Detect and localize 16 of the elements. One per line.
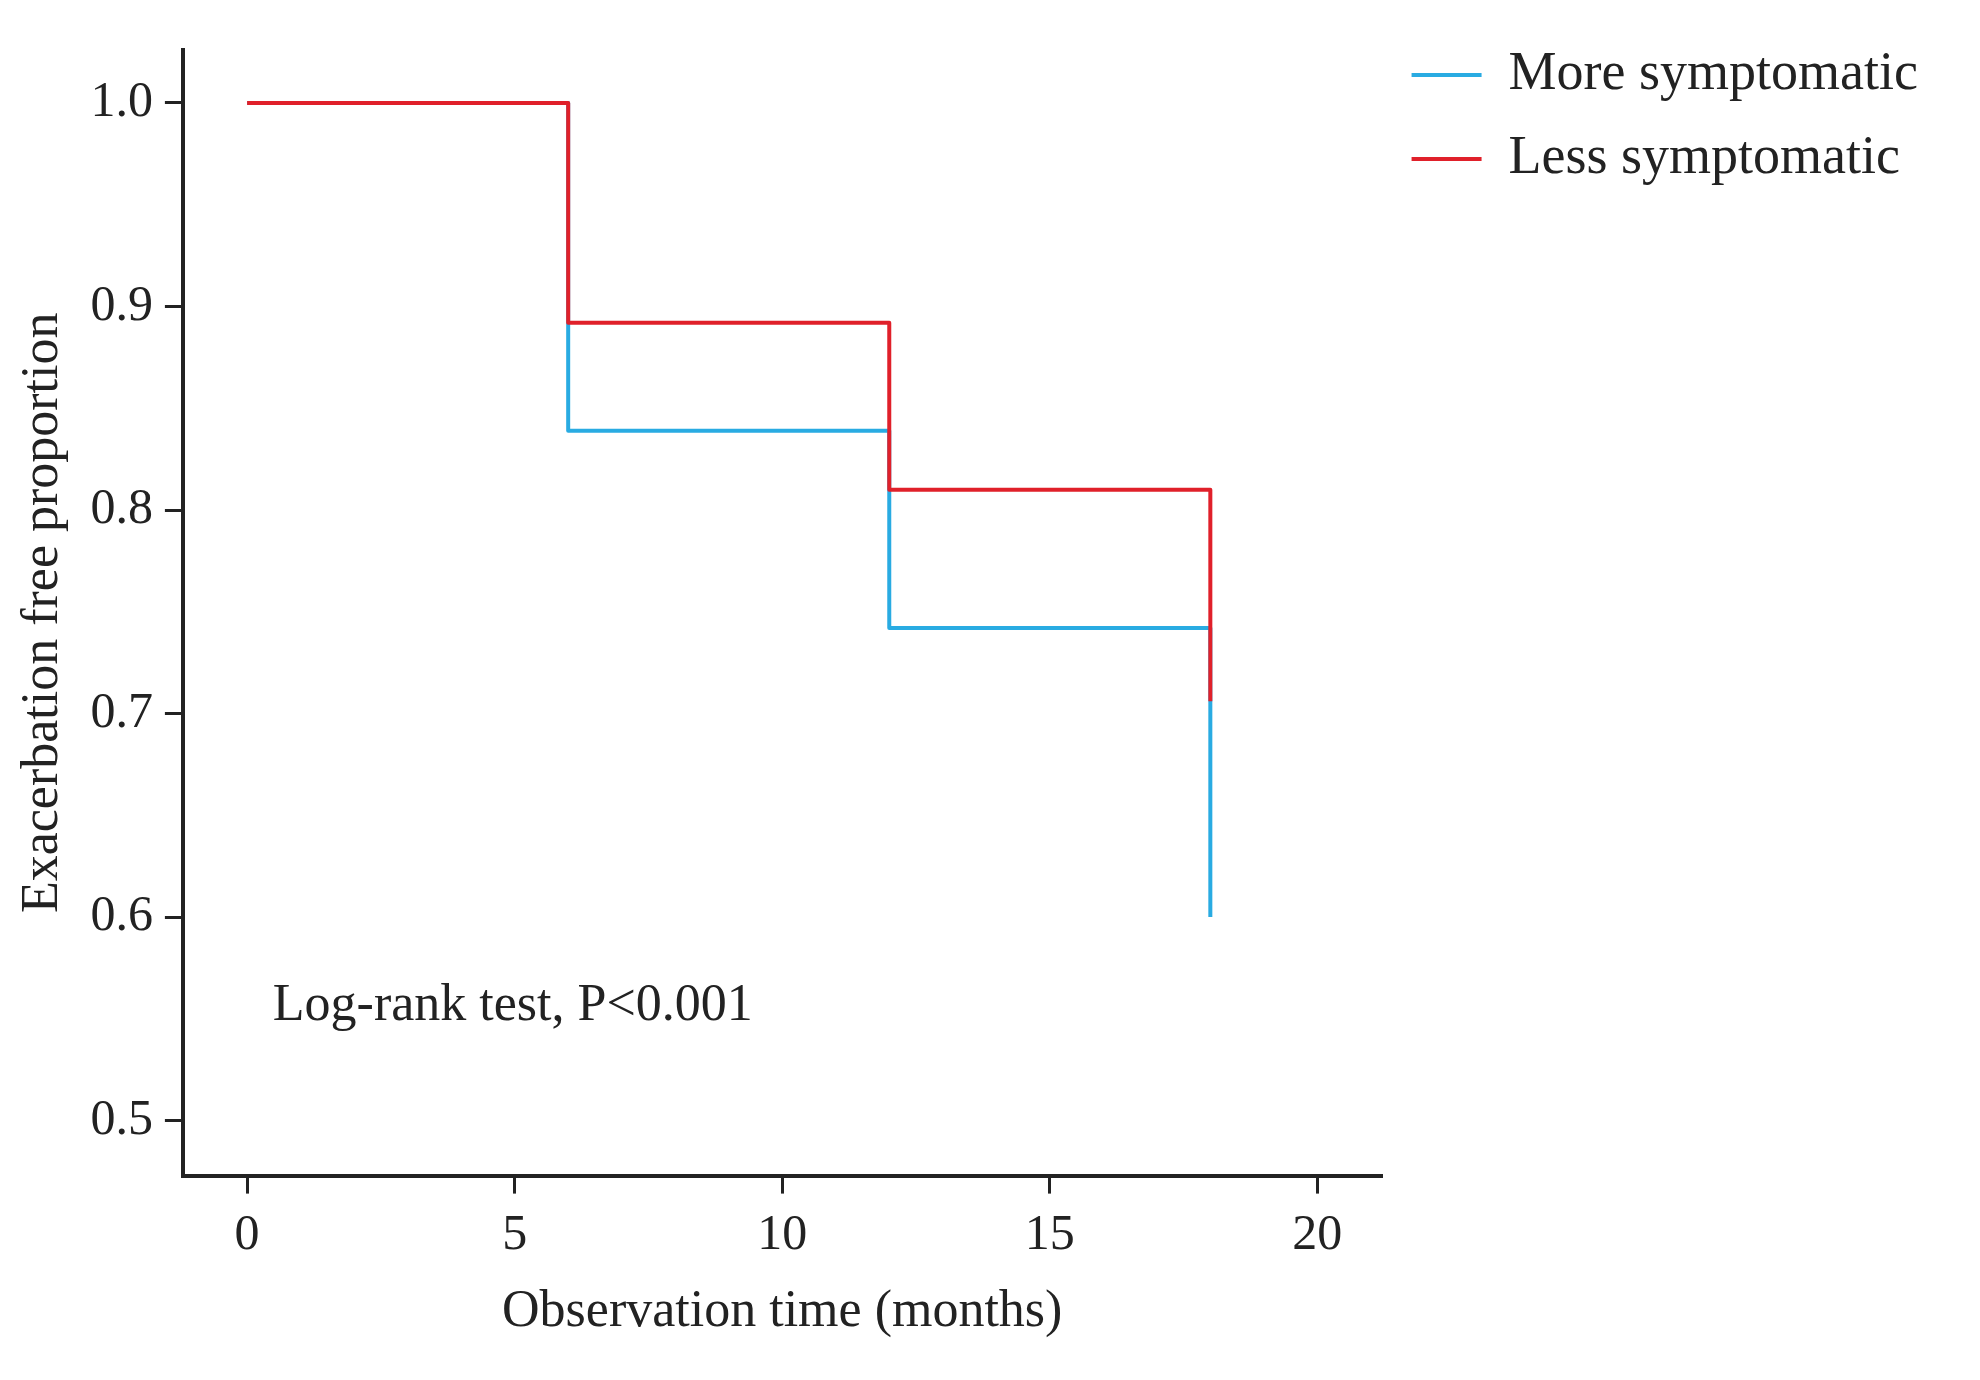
x-axis-title: Observation time (months) — [502, 1280, 1063, 1339]
annotation: Log-rank test, P<0.001 — [272, 974, 753, 1032]
legend-label: Less symptomatic — [1508, 125, 1901, 186]
y-tick-label: 0.8 — [90, 478, 153, 535]
x-tick-label: 0 — [234, 1203, 260, 1260]
legend-label: More symptomatic — [1508, 41, 1919, 102]
x-tick-label: 15 — [1024, 1203, 1075, 1260]
y-tick-label: 0.5 — [90, 1088, 153, 1145]
x-tick-label: 10 — [757, 1203, 808, 1260]
y-tick-label: 0.6 — [90, 885, 153, 942]
x-tick-label: 20 — [1292, 1203, 1343, 1260]
y-tick-label: 0.7 — [90, 681, 153, 738]
y-tick-label: 0.9 — [90, 274, 153, 331]
y-axis-title: Exacerbation free proportion — [10, 312, 68, 914]
y-tick-label: 1.0 — [90, 71, 153, 128]
x-tick-label: 5 — [502, 1203, 528, 1260]
